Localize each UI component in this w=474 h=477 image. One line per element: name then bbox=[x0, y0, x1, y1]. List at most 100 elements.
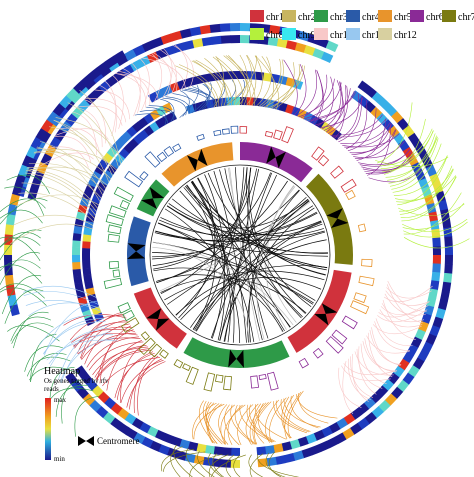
link-line bbox=[348, 358, 371, 400]
heatmap-cell bbox=[72, 247, 81, 255]
heatmap-cell bbox=[309, 444, 322, 456]
heatmap-cell bbox=[325, 40, 339, 53]
central-link bbox=[204, 174, 225, 339]
link-line bbox=[192, 402, 217, 440]
heatmap-cell bbox=[425, 333, 437, 346]
heatmap-cell bbox=[431, 271, 441, 282]
heatmap-cell bbox=[291, 106, 301, 117]
hist-bar bbox=[353, 292, 367, 304]
heatmap-cell bbox=[9, 193, 20, 206]
link-line bbox=[69, 315, 126, 341]
heatmap-cell bbox=[269, 24, 281, 35]
heatmap-cell bbox=[132, 44, 146, 57]
heatmap-cell bbox=[192, 38, 204, 49]
link-line bbox=[163, 451, 206, 472]
heatmap-cell bbox=[443, 272, 453, 284]
heatmap-cell bbox=[430, 220, 440, 231]
link-line bbox=[193, 60, 223, 107]
link-line bbox=[54, 135, 92, 164]
hist-bar bbox=[258, 373, 267, 381]
hist-bar bbox=[103, 277, 123, 289]
central-link bbox=[167, 200, 310, 305]
heatmap-cell bbox=[432, 263, 441, 273]
heatmap-cell bbox=[154, 429, 167, 441]
hist-bar bbox=[156, 151, 168, 163]
centromere bbox=[314, 303, 338, 326]
heatmap-cell bbox=[75, 211, 86, 221]
link-line bbox=[115, 73, 159, 101]
link-line bbox=[342, 360, 354, 415]
link-line bbox=[353, 140, 405, 159]
heatmap-cell bbox=[30, 136, 43, 150]
hist-bar bbox=[350, 300, 370, 315]
heatmap-cell bbox=[82, 393, 96, 406]
link-line bbox=[0, 283, 45, 299]
link-line bbox=[165, 96, 190, 115]
link-line bbox=[59, 127, 100, 152]
hist-bar bbox=[221, 128, 230, 135]
link-line bbox=[392, 143, 442, 193]
central-link bbox=[178, 177, 216, 319]
heatmap-gradient bbox=[45, 398, 51, 460]
link-line bbox=[332, 118, 387, 138]
hist-bar bbox=[230, 125, 239, 134]
heatmap-cell bbox=[5, 284, 16, 296]
heatmap-cell bbox=[7, 294, 18, 307]
link-line bbox=[140, 58, 150, 111]
heatmap-cell bbox=[318, 440, 331, 452]
heatmap-cell bbox=[440, 290, 450, 302]
link-line bbox=[43, 318, 105, 355]
centromere bbox=[186, 148, 208, 172]
link-line bbox=[192, 86, 209, 110]
link-line bbox=[338, 367, 362, 408]
heatmap-cell bbox=[14, 173, 26, 187]
link-line bbox=[403, 237, 470, 249]
hist-bar bbox=[172, 143, 182, 153]
link-line bbox=[227, 55, 248, 106]
link-line bbox=[0, 198, 46, 213]
heatmap-cell bbox=[312, 48, 325, 60]
link-line bbox=[77, 313, 125, 354]
heatmap-cell bbox=[444, 245, 453, 256]
heatmap-cell bbox=[199, 24, 212, 35]
link-line bbox=[379, 309, 423, 328]
central-link bbox=[175, 167, 248, 316]
link-line bbox=[55, 117, 124, 162]
link-line bbox=[287, 390, 304, 439]
heatmap-cell bbox=[102, 411, 116, 424]
link-line bbox=[26, 170, 97, 212]
heatmap-cell bbox=[407, 132, 420, 146]
heatmap-cell bbox=[106, 164, 118, 175]
link-line bbox=[376, 102, 413, 164]
legend-swatch bbox=[314, 10, 328, 22]
link-line bbox=[202, 401, 223, 445]
heatmap-cell bbox=[230, 459, 240, 468]
link-line bbox=[261, 59, 284, 107]
link-line bbox=[257, 454, 300, 477]
link-line bbox=[224, 404, 246, 445]
central-link bbox=[156, 180, 288, 284]
heatmap-cell bbox=[65, 113, 78, 126]
central-link bbox=[156, 205, 314, 284]
hist-bar bbox=[331, 329, 348, 345]
legend-label: chr2 bbox=[298, 12, 316, 23]
link-line bbox=[248, 454, 264, 477]
link-line bbox=[175, 65, 217, 107]
link-line bbox=[351, 124, 392, 155]
heatmap-cell bbox=[350, 408, 363, 420]
heatmap-cell bbox=[189, 26, 202, 37]
legend-swatch bbox=[282, 10, 296, 22]
heatmap-cell bbox=[256, 446, 267, 456]
heatmap-cell bbox=[328, 422, 341, 434]
central-link bbox=[197, 177, 291, 328]
link-line bbox=[211, 454, 246, 477]
heatmap-cell bbox=[357, 80, 370, 93]
hist-bar bbox=[357, 223, 367, 233]
heatmap-cell bbox=[116, 135, 128, 147]
link-line bbox=[208, 403, 222, 444]
heatmap-cell bbox=[151, 36, 164, 49]
heatmap-cell bbox=[33, 170, 45, 183]
heatmap-cell bbox=[402, 351, 415, 364]
heatmap-cell bbox=[52, 102, 66, 117]
heatmap-cell bbox=[84, 280, 94, 290]
